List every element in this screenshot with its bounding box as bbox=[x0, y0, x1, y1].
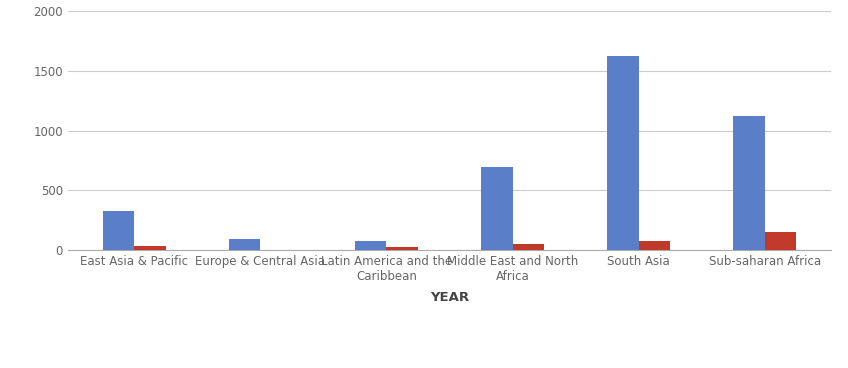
Bar bbox=[134, 246, 165, 250]
Bar bbox=[481, 166, 512, 250]
X-axis label: YEAR: YEAR bbox=[430, 291, 469, 304]
Bar bbox=[512, 244, 544, 250]
Bar bbox=[354, 241, 387, 250]
Bar bbox=[734, 116, 765, 250]
Bar bbox=[387, 247, 418, 250]
Bar bbox=[229, 240, 260, 250]
Bar bbox=[607, 56, 639, 250]
Bar bbox=[103, 211, 134, 250]
Bar bbox=[639, 241, 670, 250]
Bar bbox=[765, 232, 796, 250]
